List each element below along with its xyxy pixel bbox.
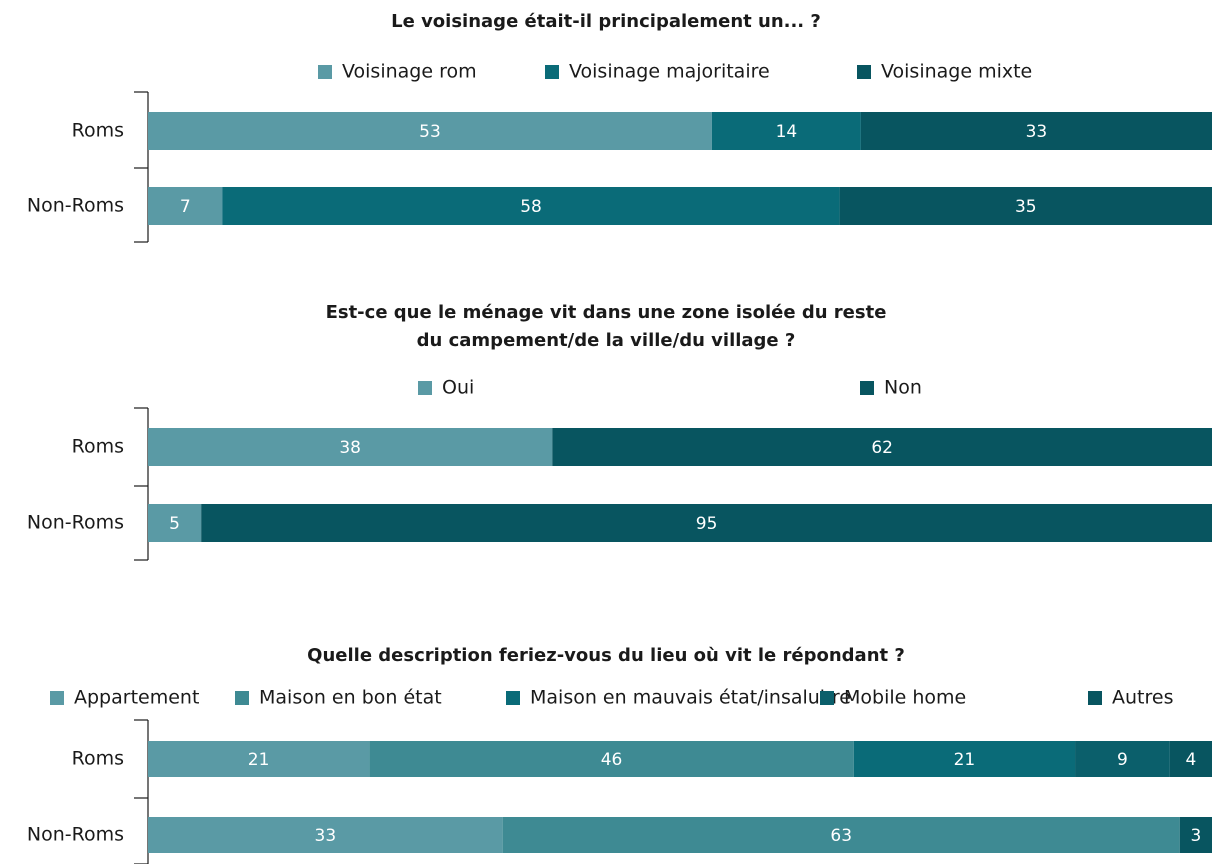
legend-swatch (860, 381, 874, 395)
bar-segment (1075, 741, 1170, 777)
legend-swatch (235, 691, 249, 705)
value-label: 58 (520, 197, 542, 217)
category-label: Roms (72, 120, 124, 142)
bar-segment (1169, 741, 1212, 777)
category-label: Non-Roms (27, 512, 124, 534)
bar-segment (148, 817, 503, 853)
bar-segment (853, 741, 1076, 777)
category-label: Non-Roms (27, 195, 124, 217)
legend-swatch (545, 65, 559, 79)
chart-title: du campement/de la ville/du village ? (417, 330, 796, 351)
legend-swatch (506, 691, 520, 705)
legend-label: Appartement (74, 687, 199, 709)
value-label: 33 (1026, 122, 1048, 142)
chart-title: Est-ce que le ménage vit dans une zone i… (326, 302, 887, 323)
category-label: Roms (72, 748, 124, 770)
bar-segment (148, 504, 202, 542)
legend-label: Maison en bon état (259, 687, 442, 709)
value-label: 9 (1117, 750, 1128, 770)
legend-label: Voisinage rom (342, 61, 477, 83)
legend-swatch (857, 65, 871, 79)
value-label: 21 (248, 750, 270, 770)
value-label: 53 (419, 122, 441, 142)
value-label: 95 (696, 514, 718, 534)
bar-segment (148, 112, 712, 150)
legend-label: Autres (1112, 687, 1173, 709)
chart-title: Quelle description feriez-vous du lieu o… (307, 645, 905, 666)
value-label: 21 (954, 750, 976, 770)
bar-segment (552, 428, 1212, 466)
legend-label: Oui (442, 377, 474, 399)
category-label: Roms (72, 436, 124, 458)
legend-label: Maison en mauvais état/insalubre (530, 687, 851, 709)
bar-segment (148, 428, 553, 466)
legend-label: Voisinage mixte (881, 61, 1032, 83)
bar-segment (148, 187, 223, 225)
legend-swatch (1088, 691, 1102, 705)
value-label: 38 (339, 438, 361, 458)
legend-label: Non (884, 377, 922, 399)
bar-segment (222, 187, 840, 225)
bar-segment (711, 112, 861, 150)
value-label: 3 (1190, 826, 1201, 846)
legend-label: Mobile home (844, 687, 966, 709)
chart-title: Le voisinage était-il principalement un.… (391, 11, 821, 32)
bar-segment (839, 187, 1212, 225)
legend-swatch (820, 691, 834, 705)
legend-swatch (50, 691, 64, 705)
value-label: 4 (1186, 750, 1197, 770)
bar-segment (369, 741, 854, 777)
value-label: 7 (180, 197, 191, 217)
bar-segment (201, 504, 1212, 542)
bar-segment (148, 741, 370, 777)
value-label: 5 (169, 514, 180, 534)
value-label: 33 (315, 826, 337, 846)
bar-segment (860, 112, 1212, 150)
value-label: 14 (776, 122, 798, 142)
value-label: 62 (871, 438, 893, 458)
bar-segment (1179, 817, 1212, 853)
category-label: Non-Roms (27, 824, 124, 846)
legend-label: Voisinage majoritaire (569, 61, 770, 83)
legend-swatch (318, 65, 332, 79)
value-label: 35 (1015, 197, 1037, 217)
value-label: 46 (601, 750, 623, 770)
value-label: 63 (830, 826, 852, 846)
bar-segment (502, 817, 1180, 853)
legend-swatch (418, 381, 432, 395)
